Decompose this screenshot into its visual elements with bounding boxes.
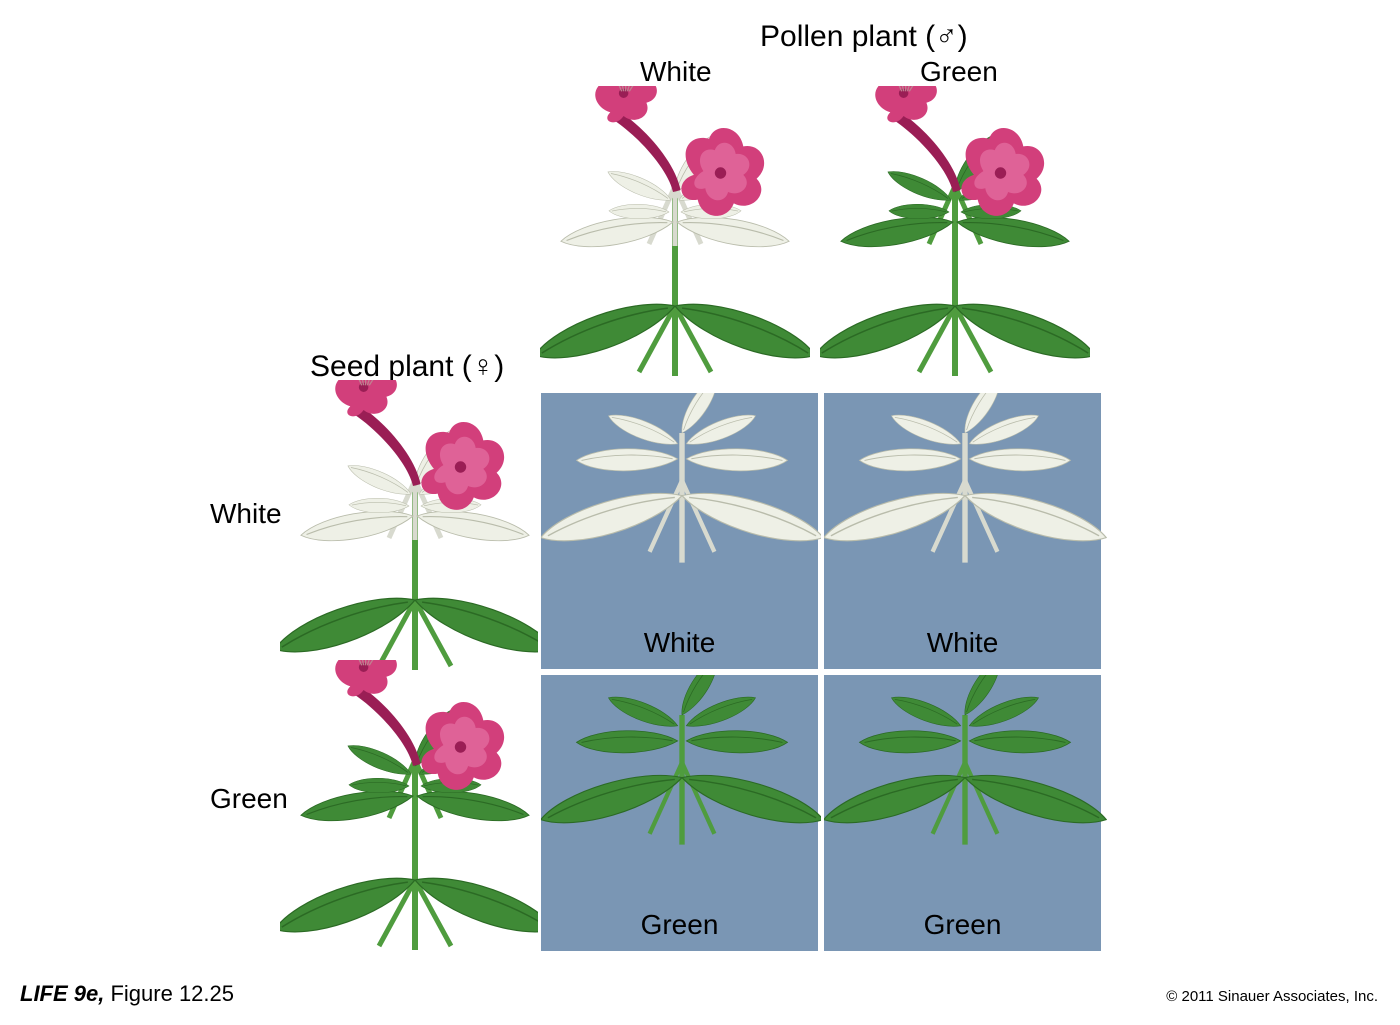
- seed-plant-white: [280, 380, 550, 680]
- row-label-white: White: [210, 498, 282, 530]
- pollen-plant-white: [540, 86, 810, 386]
- cell-r2c1: Green: [538, 672, 821, 954]
- figure-caption: LIFE 9e, Figure 12.25: [20, 981, 234, 1007]
- cell-r2c2: Green: [821, 672, 1104, 954]
- cell-r1c1-label: White: [541, 627, 818, 659]
- cell-r2c2-label: Green: [824, 909, 1101, 941]
- col-label-green: Green: [920, 56, 998, 88]
- book-title: LIFE 9e,: [20, 981, 104, 1006]
- cell-r1c2: White: [821, 390, 1104, 672]
- figure-number: Figure 12.25: [104, 981, 234, 1006]
- offspring-white-icon: [824, 393, 1107, 633]
- seed-plant-green: [280, 660, 550, 960]
- col-label-white: White: [640, 56, 712, 88]
- copyright-text: © 2011 Sinauer Associates, Inc.: [1166, 988, 1378, 1005]
- offspring-green-icon: [541, 675, 824, 915]
- offspring-green-icon: [824, 675, 1107, 915]
- pollen-plant-header: Pollen plant (♂): [760, 20, 968, 54]
- pollen-plant-green: [820, 86, 1090, 386]
- seed-plant-header: Seed plant (♀): [310, 350, 504, 384]
- cell-r2c1-label: Green: [541, 909, 818, 941]
- offspring-white-icon: [541, 393, 824, 633]
- cell-r1c1: White: [538, 390, 821, 672]
- cell-r1c2-label: White: [824, 627, 1101, 659]
- row-label-green: Green: [210, 783, 288, 815]
